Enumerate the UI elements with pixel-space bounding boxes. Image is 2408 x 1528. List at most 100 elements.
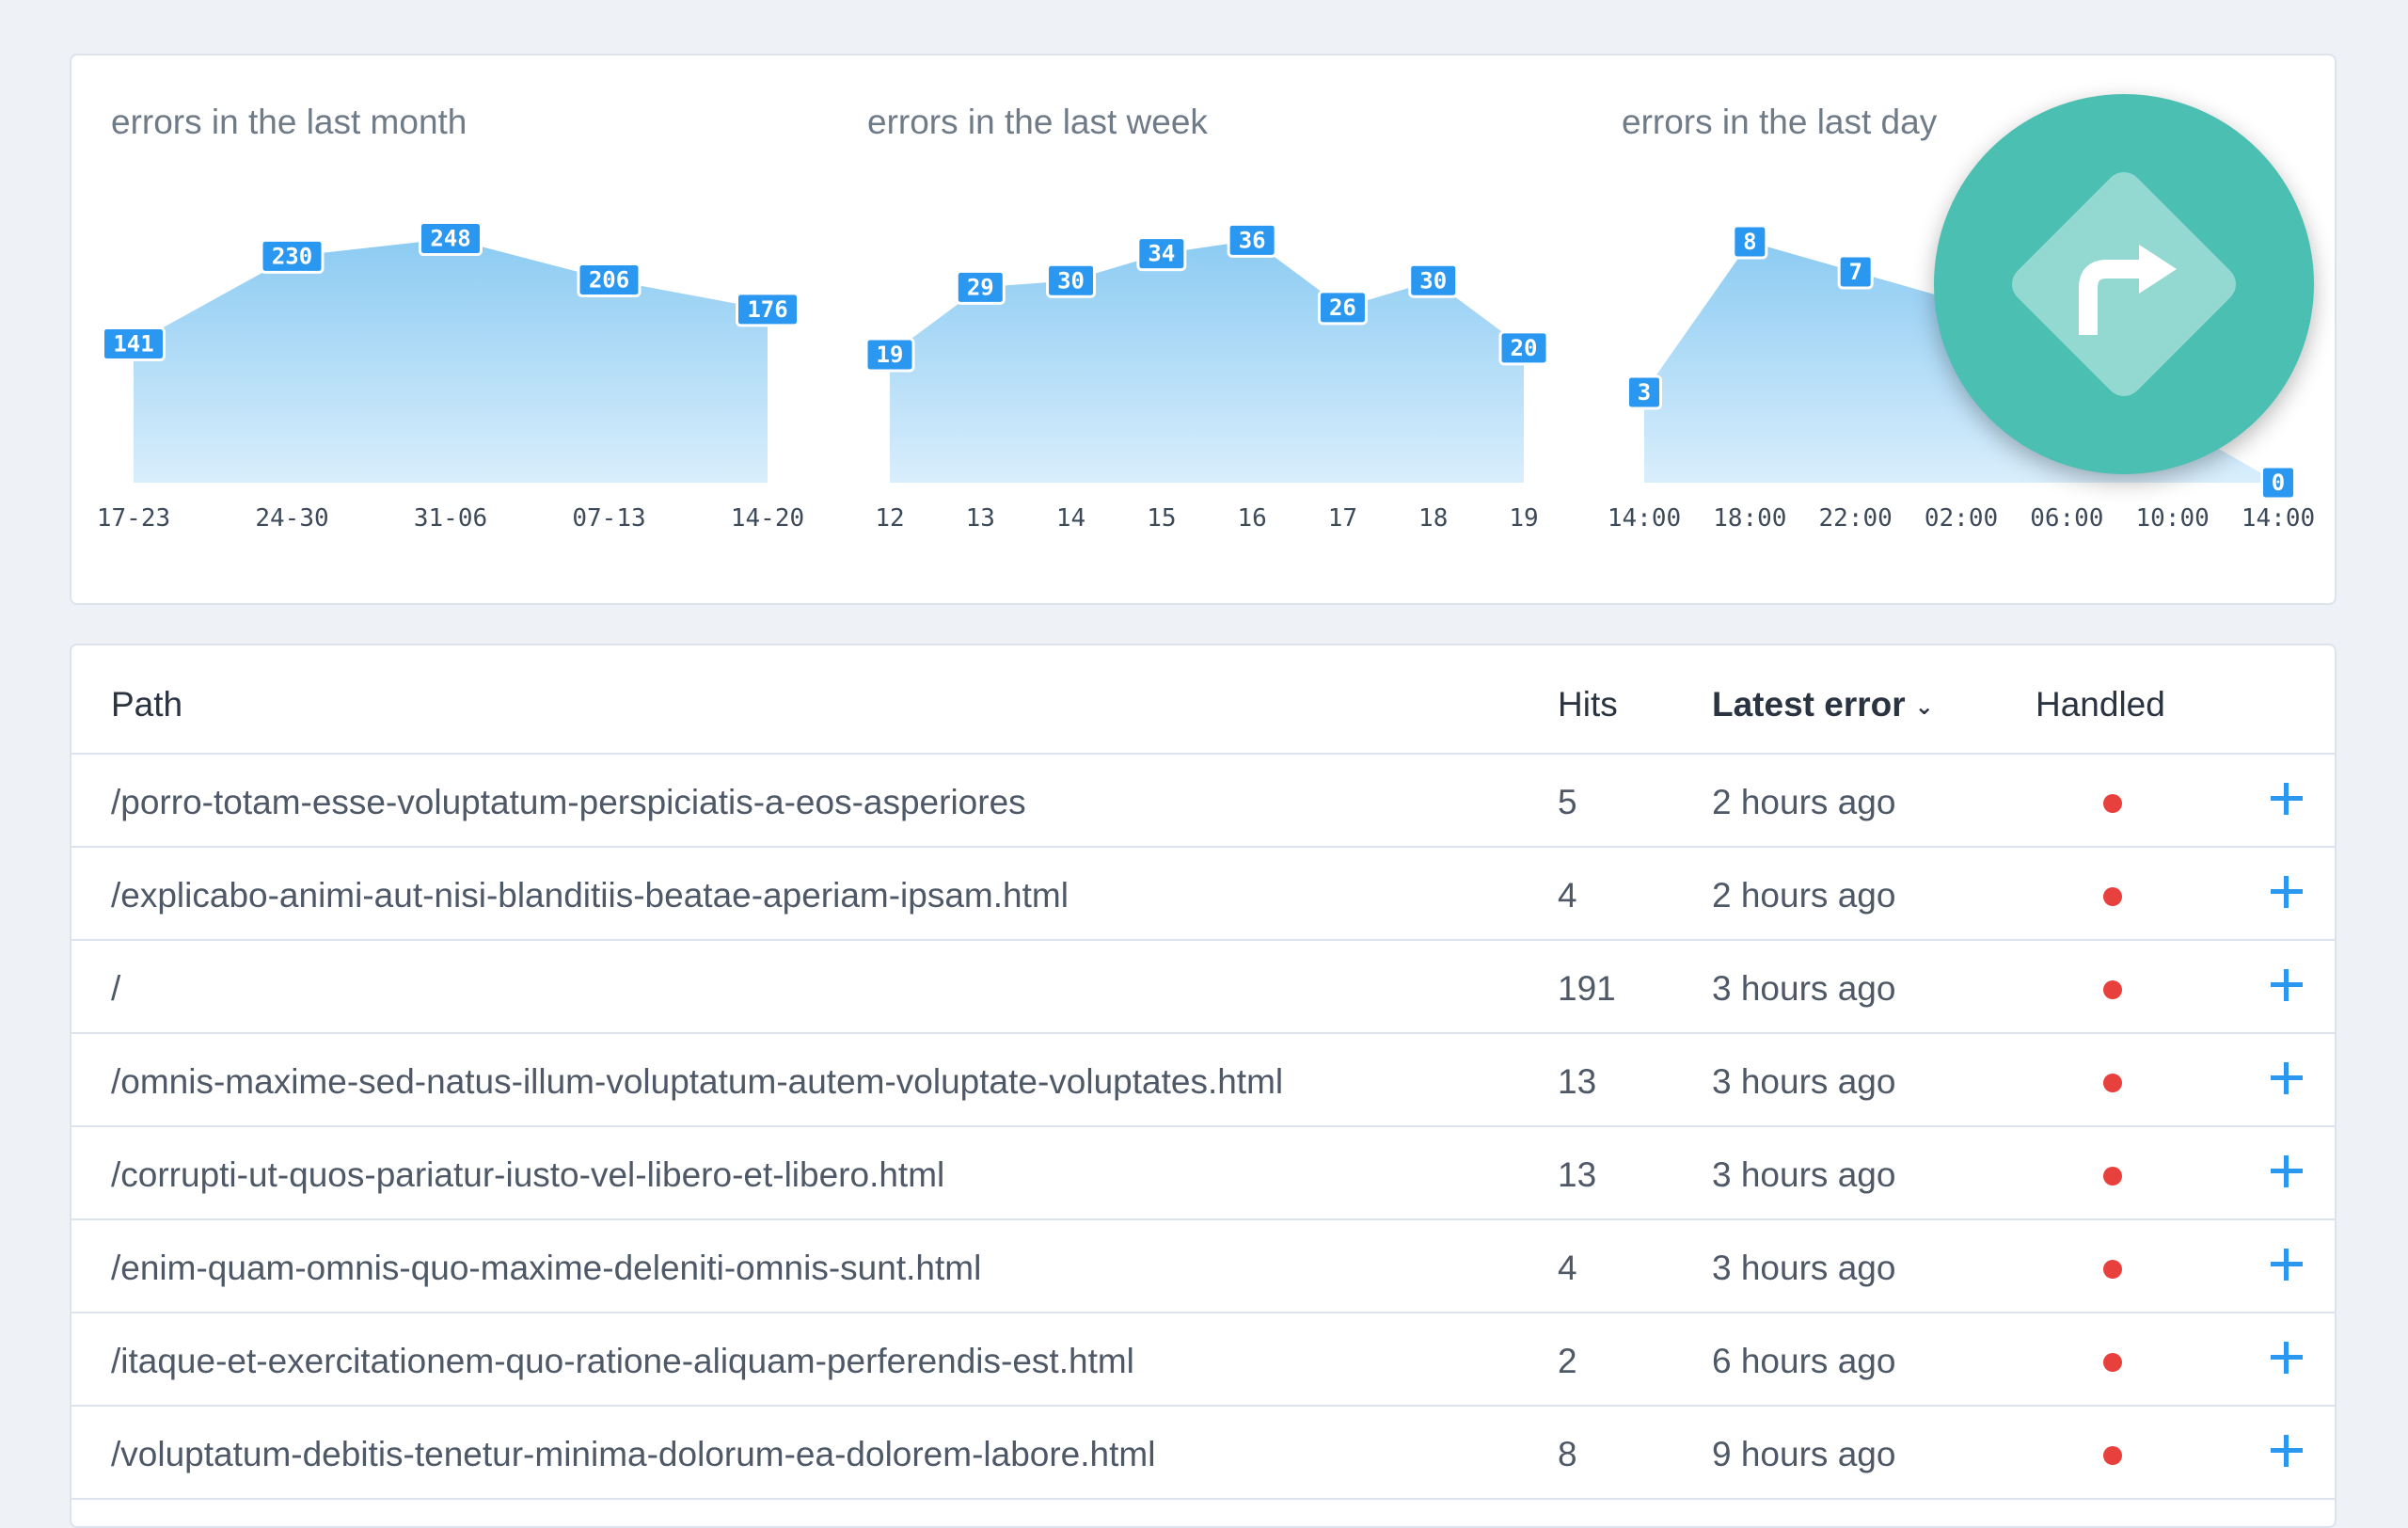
plus-icon[interactable] xyxy=(2263,1055,2308,1100)
row-latest-error: 3 hours ago xyxy=(1712,1062,1896,1101)
row-hits: 2 xyxy=(1558,1342,1577,1380)
area-month xyxy=(134,238,768,484)
data-label-week: 26 xyxy=(1317,290,1368,326)
x-tick-week: 18 xyxy=(1418,504,1448,533)
plus-icon[interactable] xyxy=(2263,1427,2308,1472)
data-label-box xyxy=(419,221,483,257)
plus-icon[interactable] xyxy=(2263,868,2308,914)
data-label-value: 7 xyxy=(1848,259,1861,285)
data-label-value: 30 xyxy=(1419,267,1447,294)
directions-turn-right-icon xyxy=(2012,172,2236,396)
table-row[interactable]: /enim-quam-omnis-quo-maxime-deleniti-omn… xyxy=(71,1220,2335,1313)
errors-table: Path Hits Latest error ⌄ Handled /porro-t… xyxy=(70,644,2337,1528)
data-label-box xyxy=(2260,465,2296,501)
data-label-box xyxy=(864,337,915,373)
row-path[interactable]: /omnis-maxime-sed-natus-illum-voluptatum… xyxy=(111,1062,1284,1101)
x-tick-day: 18:00 xyxy=(1713,504,1786,533)
data-label-box xyxy=(1498,330,1549,366)
data-label-month: 230 xyxy=(260,238,325,274)
col-hits-header[interactable]: Hits xyxy=(1558,685,1618,724)
table-row[interactable]: / 191 3 hours ago xyxy=(71,941,2335,1034)
data-label-week: 30 xyxy=(1408,263,1459,298)
chart-title-day: errors in the last day xyxy=(1622,103,1938,141)
row-path[interactable]: /porro-totam-esse-voluptatum-perspiciati… xyxy=(111,783,1026,821)
x-tick-week: 14 xyxy=(1056,504,1085,533)
row-latest-error: 9 hours ago xyxy=(1712,1435,1896,1473)
data-label-value: 8 xyxy=(1743,229,1756,255)
row-path[interactable]: /voluptatum-debitis-tenetur-minima-dolor… xyxy=(111,1435,1156,1473)
plus-icon[interactable] xyxy=(2263,1334,2308,1379)
x-tick-week: 16 xyxy=(1237,504,1266,533)
row-hits: 5 xyxy=(1558,783,1577,821)
handled-status-dot-icon xyxy=(2103,794,2122,813)
x-tick-day: 02:00 xyxy=(1925,504,1998,533)
table-row[interactable]: /explicabo-animi-aut-nisi-blanditiis-bea… xyxy=(71,848,2335,941)
data-label-value: 230 xyxy=(272,243,312,269)
row-latest-error: 3 hours ago xyxy=(1712,1249,1896,1287)
table-row[interactable]: /corrupti-ut-quos-pariatur-iusto-vel-lib… xyxy=(71,1127,2335,1220)
handled-status-dot-icon xyxy=(2103,1353,2122,1372)
data-label-box xyxy=(1408,263,1459,298)
x-tick-week: 13 xyxy=(966,504,995,533)
data-label-box xyxy=(260,238,325,274)
handled-status-dot-icon xyxy=(2103,1167,2122,1186)
table-row[interactable]: /porro-totam-esse-voluptatum-perspiciati… xyxy=(71,755,2335,848)
x-tick-week: 12 xyxy=(875,504,904,533)
col-latest-header[interactable]: Latest error ⌄ xyxy=(1712,685,1934,724)
data-label-week: 34 xyxy=(1136,236,1187,272)
data-label-value: 248 xyxy=(430,226,470,252)
handled-status-dot-icon xyxy=(2103,1446,2122,1465)
data-label-week: 20 xyxy=(1498,330,1549,366)
handled-status-dot-icon xyxy=(2103,980,2122,999)
data-label-box xyxy=(1837,254,1874,290)
directions-fab-button[interactable] xyxy=(1934,94,2314,474)
row-path[interactable]: /explicabo-animi-aut-nisi-blanditiis-bea… xyxy=(111,876,1069,915)
col-path-header[interactable]: Path xyxy=(111,685,183,724)
data-label-value: 3 xyxy=(1638,379,1651,406)
table-row[interactable]: /itaque-et-exercitationem-quo-ratione-al… xyxy=(71,1313,2335,1407)
row-path[interactable]: / xyxy=(111,969,121,1008)
x-tick-month: 31-06 xyxy=(414,504,487,533)
plus-icon[interactable] xyxy=(2263,1241,2308,1286)
x-tick-month: 17-23 xyxy=(97,504,170,533)
data-label-value: 20 xyxy=(1511,335,1538,361)
handled-status-dot-icon xyxy=(2103,1260,2122,1279)
data-label-month: 141 xyxy=(102,326,166,361)
data-label-day: 0 xyxy=(2260,465,2296,501)
row-path[interactable]: /itaque-et-exercitationem-quo-ratione-al… xyxy=(111,1342,1134,1380)
data-label-day: 8 xyxy=(1732,224,1768,260)
x-tick-day: 06:00 xyxy=(2030,504,2103,533)
data-label-week: 30 xyxy=(1046,263,1097,298)
row-latest-error: 3 hours ago xyxy=(1712,1155,1896,1194)
plus-icon[interactable] xyxy=(2263,1148,2308,1193)
col-handled-header[interactable]: Handled xyxy=(2036,685,2165,724)
table-row[interactable]: /omnis-maxime-sed-natus-illum-voluptatum… xyxy=(71,1034,2335,1127)
row-path[interactable]: /enim-quam-omnis-quo-maxime-deleniti-omn… xyxy=(111,1249,982,1287)
table-row[interactable]: /voluptatum-debitis-tenetur-minima-dolor… xyxy=(71,1407,2335,1500)
data-label-day: 3 xyxy=(1626,374,1662,410)
chart-title-month: errors in the last month xyxy=(111,103,467,141)
x-tick-day: 10:00 xyxy=(2136,504,2210,533)
data-label-box xyxy=(102,326,166,361)
x-tick-week: 15 xyxy=(1147,504,1176,533)
chart-title-week: errors in the last week xyxy=(867,103,1208,141)
data-label-box xyxy=(1046,263,1097,298)
plus-icon[interactable] xyxy=(2263,962,2308,1007)
data-label-box xyxy=(577,262,642,297)
chevron-down-icon: ⌄ xyxy=(1914,693,1934,720)
data-label-value: 36 xyxy=(1239,227,1266,253)
row-hits: 13 xyxy=(1558,1062,1597,1101)
data-label-day: 7 xyxy=(1837,254,1874,290)
data-label-value: 0 xyxy=(2272,470,2285,496)
data-label-week: 19 xyxy=(864,337,915,373)
row-hits: 4 xyxy=(1558,876,1577,915)
handled-status-dot-icon xyxy=(2103,887,2122,906)
x-tick-month: 14-20 xyxy=(731,504,804,533)
col-latest-label: Latest error xyxy=(1712,685,1906,724)
handled-status-dot-icon xyxy=(2103,1074,2122,1092)
row-path[interactable]: /corrupti-ut-quos-pariatur-iusto-vel-lib… xyxy=(111,1155,945,1194)
x-tick-week: 19 xyxy=(1509,504,1538,533)
table-header: Path Hits Latest error ⌄ Handled xyxy=(71,645,2335,755)
plus-icon[interactable] xyxy=(2263,775,2308,820)
row-hits: 191 xyxy=(1558,969,1616,1008)
